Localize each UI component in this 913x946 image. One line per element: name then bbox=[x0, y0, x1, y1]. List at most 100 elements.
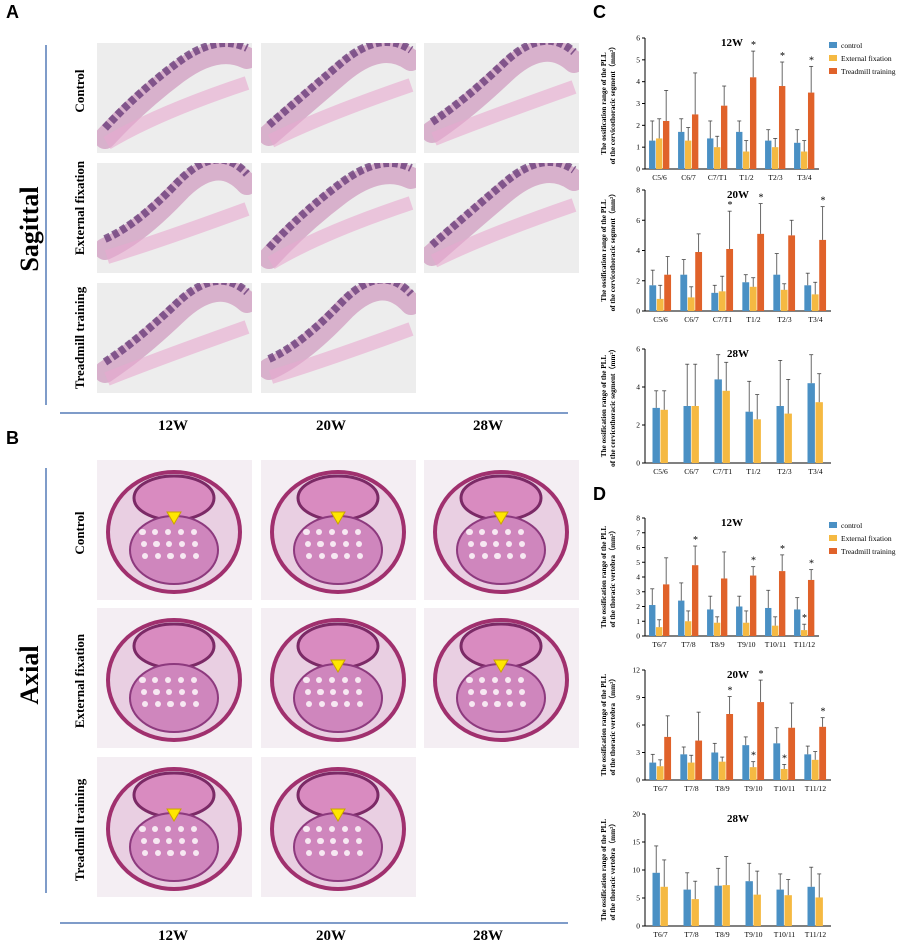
y-tick-label: 12 bbox=[633, 666, 641, 675]
bar bbox=[815, 402, 823, 463]
bar bbox=[772, 625, 779, 636]
bar bbox=[784, 413, 792, 463]
x-tick-label: C5/6 bbox=[653, 315, 668, 324]
bar bbox=[807, 92, 815, 169]
bar bbox=[664, 274, 672, 311]
x-tick-label: T9/10 bbox=[745, 930, 763, 939]
y-tick-label: 9 bbox=[636, 693, 640, 702]
bar bbox=[678, 131, 685, 169]
bar bbox=[680, 274, 688, 311]
significance-star: * bbox=[820, 196, 825, 207]
bar bbox=[794, 609, 801, 636]
significance-star: * bbox=[820, 707, 825, 718]
bar bbox=[749, 286, 757, 311]
chart-d-12w: The ossification range of the PLLof the … bbox=[600, 514, 896, 650]
bar bbox=[736, 131, 743, 169]
bar bbox=[687, 297, 695, 311]
bar bbox=[749, 77, 757, 169]
x-tick-label: T1/2 bbox=[739, 173, 753, 182]
bar bbox=[714, 622, 721, 636]
bar bbox=[749, 767, 757, 780]
bar bbox=[788, 235, 796, 311]
y-tick-label: 6 bbox=[636, 345, 640, 354]
bar bbox=[718, 761, 726, 780]
y-tick-label: 8 bbox=[636, 514, 640, 523]
axial-image-treadmill-20w bbox=[261, 757, 416, 897]
x-tick-label: C5/6 bbox=[652, 173, 667, 182]
y-axis-label: The ossification range of the PLLof the … bbox=[600, 345, 617, 467]
bar bbox=[662, 584, 670, 636]
y-axis-label: The ossification range of the PLLof the … bbox=[600, 674, 617, 777]
x-tick-label: T1/2 bbox=[746, 467, 760, 476]
sagittal-row-label-treadmill: Treadmill training bbox=[72, 286, 87, 390]
y-tick-label: 0 bbox=[636, 922, 640, 931]
x-tick-label: T2/3 bbox=[768, 173, 782, 182]
x-tick-label: C7/T1 bbox=[708, 173, 727, 182]
bar bbox=[707, 609, 714, 636]
x-tick-label: T7/8 bbox=[684, 930, 698, 939]
bar bbox=[753, 419, 761, 463]
y-tick-label: 8 bbox=[636, 186, 640, 195]
bar bbox=[649, 285, 657, 311]
panel-label-c: C bbox=[593, 2, 606, 22]
panel-label-d: D bbox=[593, 484, 606, 504]
bar bbox=[745, 411, 753, 463]
y-axis-label: The ossification range of the PLLof the … bbox=[600, 819, 617, 922]
bar bbox=[807, 579, 815, 636]
y-tick-label: 3 bbox=[636, 587, 640, 596]
significance-star: * bbox=[751, 556, 756, 567]
bar bbox=[757, 233, 765, 311]
y-axis-label: The ossification range of the PLLof the … bbox=[600, 190, 617, 312]
axial-col-label-12w: 12W bbox=[158, 928, 188, 944]
bar bbox=[660, 886, 668, 926]
panel-label-b: B bbox=[6, 428, 19, 448]
bar bbox=[736, 606, 743, 636]
bar bbox=[652, 872, 660, 926]
axial-image-external-fixation-28w bbox=[424, 608, 579, 748]
legend-label: Treadmill training bbox=[841, 67, 896, 76]
y-tick-label: 4 bbox=[636, 383, 640, 392]
chart-c-12w: The ossification range of the PLLof the … bbox=[600, 34, 896, 183]
y-tick-label: 0 bbox=[636, 776, 640, 785]
x-tick-label: T8/9 bbox=[710, 640, 724, 649]
bar bbox=[742, 745, 750, 780]
bar bbox=[780, 289, 788, 311]
bar bbox=[765, 607, 772, 636]
x-tick-label: T11/12 bbox=[794, 640, 816, 649]
x-tick-label: T6/7 bbox=[652, 640, 666, 649]
y-tick-label: 1 bbox=[636, 143, 640, 152]
significance-star: * bbox=[802, 613, 807, 624]
sagittal-section-label: Sagittal bbox=[15, 186, 44, 272]
sagittal-image-treadmill-20w bbox=[261, 283, 416, 393]
bar bbox=[695, 740, 703, 780]
bar bbox=[660, 409, 668, 463]
bar bbox=[765, 140, 772, 169]
bar bbox=[649, 762, 657, 780]
bar bbox=[773, 274, 781, 311]
y-tick-label: 3 bbox=[636, 99, 640, 108]
significance-star: * bbox=[727, 200, 732, 211]
significance-star: * bbox=[693, 535, 698, 546]
y-tick-label: 3 bbox=[636, 748, 640, 757]
bar bbox=[695, 252, 703, 311]
significance-star: * bbox=[809, 55, 814, 66]
bar bbox=[722, 390, 730, 463]
legend-label: control bbox=[841, 41, 862, 50]
x-tick-label: T9/10 bbox=[738, 640, 756, 649]
bar bbox=[685, 140, 692, 169]
bar bbox=[718, 291, 726, 311]
x-tick-label: T11/12 bbox=[805, 930, 827, 939]
y-tick-label: 0 bbox=[636, 632, 640, 641]
chart-c-20w: The ossification range of the PLLof the … bbox=[600, 186, 831, 324]
x-tick-label: C7/T1 bbox=[713, 467, 732, 476]
bar bbox=[801, 630, 808, 636]
x-tick-label: T6/7 bbox=[653, 784, 667, 793]
bar bbox=[652, 407, 660, 463]
bar bbox=[788, 727, 796, 780]
bar bbox=[804, 285, 812, 311]
legend-swatch bbox=[829, 55, 837, 61]
bar bbox=[664, 736, 672, 780]
sagittal-col-label-20w: 20W bbox=[316, 418, 346, 434]
x-tick-label: T10/11 bbox=[774, 784, 796, 793]
bar bbox=[711, 752, 719, 780]
